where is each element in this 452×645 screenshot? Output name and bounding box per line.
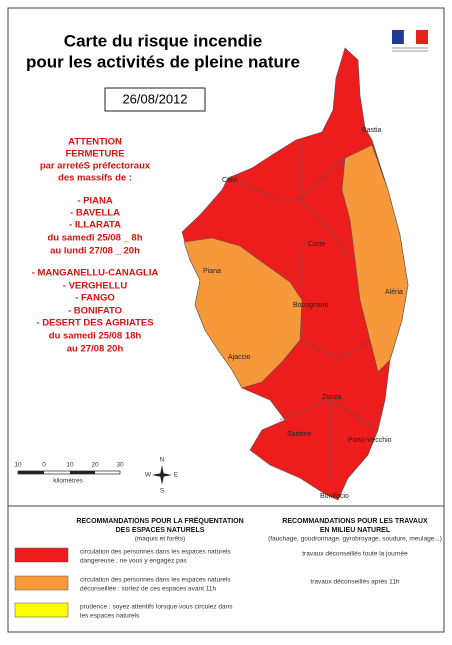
town-label: Piana (203, 268, 221, 275)
legend-works: travaux déconseillés après 11h (310, 579, 400, 586)
warning-line: par arretéS préfectoraux (40, 161, 151, 172)
legend-text: les espaces naturels (80, 613, 140, 620)
legend-header-note: (maquis et forêts) (135, 536, 186, 543)
warning-line: - MANGANELLU-CANAGLIA (32, 268, 159, 279)
legend-text: circulation des personnes dans les espac… (80, 577, 231, 584)
compass-rose (152, 465, 172, 485)
legend-header: DES ESPACES NATURELS (116, 527, 205, 534)
warning-line: - BONIFATO (68, 306, 122, 317)
compass-label: E (174, 472, 179, 479)
scale-label: 10 (14, 462, 22, 469)
warning-line: - PIANA (77, 196, 113, 207)
legend-header: RECOMMANDATIONS POUR LES TRAVAUX (282, 518, 428, 525)
logo (392, 29, 428, 52)
town-label: Bonifacio (320, 493, 349, 500)
legend-works: travaux déconseillés toute la journée (302, 551, 408, 558)
town-label: Ajaccio (228, 354, 251, 361)
scale-label: 30 (116, 462, 124, 469)
legend-swatch (14, 602, 69, 618)
scale-bar (17, 470, 121, 475)
warning-line: FERMETURE (65, 149, 124, 160)
warning-line: au 27/08 20h (67, 344, 124, 355)
legend-header: EN MILIEU NATUREL (320, 527, 391, 534)
compass-label: N (160, 457, 165, 464)
date-box (104, 87, 206, 112)
town-label: Bastia (362, 127, 382, 134)
legend-swatch (14, 575, 69, 591)
warning-line: - DESERT DES AGRIATES (36, 318, 153, 329)
legend-swatch (14, 547, 69, 563)
warning-line: des massifs de : (58, 173, 132, 184)
town-label: Corte (308, 241, 325, 248)
scale-label: 0 (42, 462, 46, 469)
town-label: Sartène (287, 431, 312, 438)
corsica-map (181, 47, 409, 501)
title-line: pour les activités de pleine nature (26, 52, 300, 71)
warning-line: au lundi 27/08 _ 20h (50, 246, 140, 257)
orange-zone (183, 237, 303, 389)
warning-line: - FANGO (75, 293, 115, 304)
town-label: Zonza (322, 394, 342, 401)
title-line: Carte du risque incendie (64, 31, 262, 50)
legend-header: RECOMMANDATIONS POUR LA FRÉQUENTATION (76, 516, 243, 525)
compass-label: S (160, 488, 165, 495)
legend-text: dangereuse : ne vous y engagez pas (80, 558, 187, 565)
legend-text: circulation des personnes dans les espac… (80, 549, 231, 556)
town-label: Bocognano (293, 302, 329, 309)
warning-line: - BAVELLA (70, 208, 120, 219)
legend-text: déconseillée : sortez de ces espaces ava… (80, 586, 216, 593)
scale-label: 20 (91, 462, 99, 469)
scale-label: 10 (66, 462, 74, 469)
warning-line: du samedi 25/08 _ 8h (47, 233, 142, 244)
legend-header-note: (fauchage, goudronnage, gyrobroyage, sou… (268, 536, 442, 543)
town-label: Aléria (385, 289, 403, 296)
warning-line: ATTENTION (68, 137, 122, 148)
town-label: Calvi (222, 177, 238, 184)
legend-text: prudence : soyez attentifs lorsque vous … (80, 604, 233, 611)
warning-line: du samedi 25/08 18h (49, 331, 142, 342)
warning-line: - ILLARATA (69, 220, 121, 231)
town-label: Porto-Vecchio (348, 437, 392, 444)
orange-zone (341, 144, 409, 373)
compass-label: W (145, 472, 152, 479)
scale-unit: kilomètres (53, 478, 83, 485)
date: 26/08/2012 (122, 91, 187, 106)
warning-line: - VERGHELLU (63, 281, 128, 292)
